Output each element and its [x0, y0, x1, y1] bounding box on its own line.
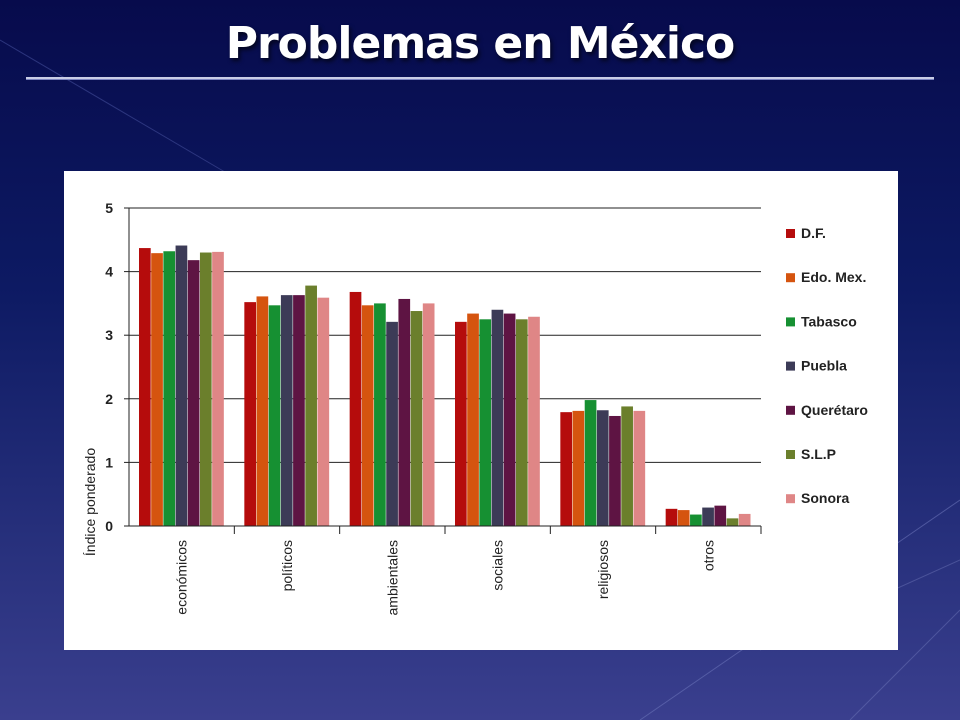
- bar: [199, 252, 212, 526]
- legend-label: Edo. Mex.: [801, 269, 866, 285]
- bar: [244, 302, 257, 526]
- bar: [349, 291, 362, 526]
- bar: [212, 251, 224, 526]
- y-tick-label: 2: [105, 391, 113, 407]
- bar: [175, 245, 188, 527]
- legend-swatch: [786, 229, 795, 238]
- bar: [528, 316, 540, 526]
- bar: [560, 412, 573, 526]
- legend: D.F. Edo. Mex. Tabasco Puebla Querétaro S.L.P…: [786, 225, 868, 506]
- legend-swatch: [786, 494, 795, 504]
- bar: [386, 321, 398, 526]
- axes: 0 1 2 3 4 5 económicos políticos ambientales soci…: [105, 200, 762, 616]
- x-tick-label: ambientales: [384, 540, 400, 616]
- bar: [293, 295, 305, 526]
- bar: [621, 406, 633, 526]
- bar: [596, 410, 609, 526]
- x-tick-label: sociales: [490, 540, 506, 591]
- bar: [410, 311, 423, 526]
- y-tick-label: 5: [105, 200, 113, 216]
- x-tick-label: religiosos: [595, 540, 611, 599]
- bar-chart: 0 1 2 3 4 5 económicos políticos ambientales soci…: [82, 200, 868, 616]
- x-tick-label: políticos: [279, 540, 295, 591]
- bar: [515, 319, 528, 526]
- legend-swatch: [786, 317, 795, 327]
- bar: [572, 410, 585, 526]
- bar: [633, 410, 646, 526]
- legend-label: Tabasco: [801, 313, 857, 329]
- bar: [151, 253, 163, 526]
- bars: [139, 245, 751, 527]
- legend-label: Puebla: [801, 358, 847, 374]
- bar: [398, 298, 411, 526]
- bar: [665, 508, 678, 526]
- grid-lines: [129, 207, 761, 463]
- bar: [726, 518, 739, 526]
- bar: [361, 305, 374, 526]
- bar: [677, 510, 690, 526]
- bar: [280, 295, 293, 526]
- bar: [139, 248, 151, 526]
- bar: [455, 321, 467, 526]
- y-axis-label: Índice ponderado: [82, 448, 98, 556]
- y-tick-label: 0: [105, 518, 113, 534]
- legend-swatch: [786, 361, 795, 371]
- bar: [374, 303, 386, 526]
- chart-panel: 0 1 2 3 4 5 económicos políticos ambientales soci…: [64, 171, 898, 650]
- bar: [479, 319, 492, 526]
- y-tick-label: 1: [105, 454, 113, 470]
- legend-label: Sonora: [801, 490, 849, 506]
- legend-swatch: [786, 450, 795, 459]
- bar: [609, 415, 621, 526]
- bar: [702, 507, 714, 526]
- bar: [305, 285, 317, 526]
- title-divider: [26, 77, 934, 80]
- y-tick-label: 4: [105, 264, 113, 280]
- legend-label: D.F.: [801, 225, 826, 241]
- x-tick-label: económicos: [174, 540, 190, 615]
- bar: [690, 514, 702, 526]
- y-tick-label: 3: [105, 327, 113, 343]
- bar: [268, 305, 281, 526]
- legend-swatch: [786, 273, 795, 283]
- bar: [317, 297, 330, 526]
- bar: [163, 251, 176, 527]
- bar: [422, 303, 435, 526]
- bar: [503, 313, 516, 526]
- slide-title: Problemas en México: [225, 18, 736, 69]
- x-tick-label: otros: [700, 540, 716, 571]
- legend-label: S.L.P: [801, 446, 836, 462]
- bar: [738, 513, 751, 526]
- bar: [467, 313, 479, 526]
- bar: [187, 260, 200, 526]
- legend-label: Querétaro: [801, 402, 868, 418]
- bar: [256, 296, 269, 526]
- bar: [491, 309, 504, 526]
- bar: [584, 400, 597, 526]
- bar: [714, 505, 727, 526]
- legend-swatch: [786, 405, 795, 415]
